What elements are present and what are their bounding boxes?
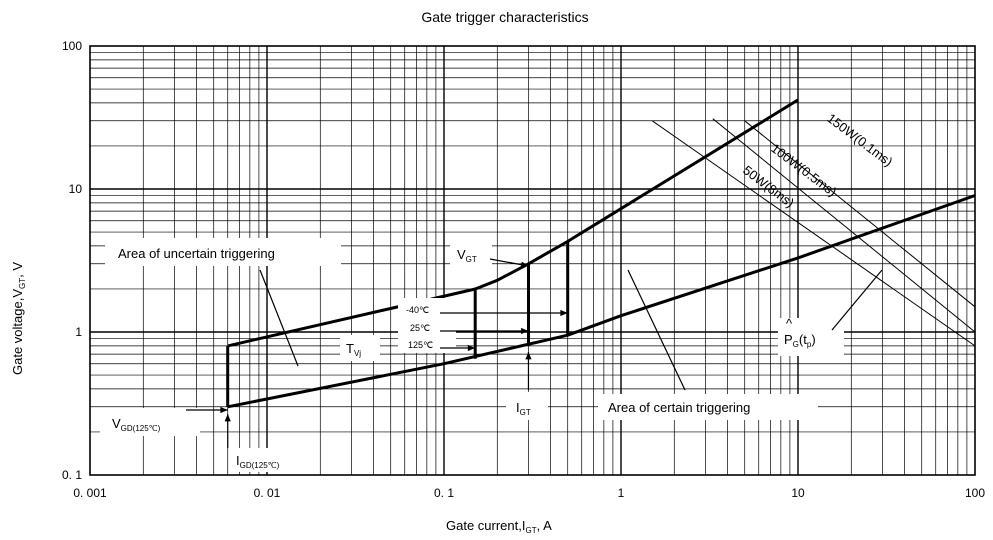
- arrow-125-head: [467, 344, 476, 352]
- igt-label: IGT: [516, 400, 531, 417]
- y-tick-label: 100: [62, 39, 82, 53]
- x-tick-label: 0. 001: [73, 486, 107, 500]
- x-tick-label: 0. 1: [434, 486, 454, 500]
- vgd-label: VGD(125℃): [112, 416, 161, 433]
- power-100w-line: [712, 118, 976, 333]
- arrow-25-head: [521, 327, 529, 335]
- certain-label-bg: [598, 394, 818, 420]
- y-axis-title-sub: GT: [18, 278, 27, 289]
- temp-m40-label: -40℃: [406, 305, 429, 315]
- y-axis-title: Gate voltage,VGT, V: [10, 262, 27, 375]
- temp-125-label: 125℃: [408, 340, 433, 350]
- tvj-label-bg: [340, 335, 380, 361]
- upper-boundary-line: [227, 98, 799, 348]
- uncertain-leader: [259, 269, 299, 367]
- chart-title: Gate trigger characteristics: [421, 9, 588, 25]
- lower-boundary-line: [227, 194, 976, 409]
- uncertain-region-label: Area of uncertain triggering: [118, 246, 275, 261]
- pg-hat: ^: [786, 316, 793, 331]
- power-50w-line: [651, 120, 976, 347]
- power-50w-label: 50W(8ms): [740, 162, 797, 210]
- pg-leader: [831, 269, 883, 331]
- y-tick-label: 1: [75, 325, 82, 339]
- temp-25-label: 25℃: [410, 323, 430, 333]
- pg-label: PG(tp): [784, 332, 816, 349]
- certain-region-label: Area of certain triggering: [608, 400, 750, 415]
- igd-label: IGD(125℃): [236, 453, 280, 470]
- arrow-vgt-head: [520, 261, 529, 268]
- y-tick-label: 0. 1: [62, 468, 82, 482]
- tvj-label: TVj: [346, 341, 361, 358]
- power-150w-line: [744, 120, 976, 308]
- pg-label-bg: [778, 318, 844, 356]
- arrow-vgd-head: [220, 406, 228, 414]
- grid: [90, 46, 975, 475]
- x-tick-label: 1: [618, 486, 625, 500]
- x-tick-label: 10: [791, 486, 805, 500]
- x-tick-label: 100: [965, 486, 985, 500]
- x-axis-title-sub: GT: [525, 526, 536, 535]
- arrow-m40-head: [560, 309, 568, 317]
- x-tick-label: 0. 01: [254, 486, 281, 500]
- vgd-label-bg: [100, 408, 200, 436]
- arrow-igt-head: [525, 352, 532, 360]
- certain-leader: [627, 269, 686, 391]
- plot-frame: [89, 45, 976, 476]
- power-150w-label: 150W(0.1ms): [824, 110, 895, 169]
- x-axis-title: Gate current,IGT, A: [446, 518, 552, 535]
- vgt-label-bg: [450, 240, 492, 266]
- vgt-label: VGT: [457, 247, 477, 264]
- igt-label-bg: [506, 392, 548, 420]
- igd-label-bg: [230, 448, 306, 472]
- x-tick-labels: 0. 001 0. 01 0. 1 1 10 100: [73, 486, 985, 500]
- temp-labels-bg: [398, 298, 456, 353]
- uncertain-label-bg: [105, 238, 341, 266]
- y-tick-labels: 0. 1 1 10 100: [62, 39, 82, 482]
- y-tick-label: 10: [69, 182, 83, 196]
- arrow-igd-head: [224, 414, 231, 422]
- arrows: [186, 258, 883, 448]
